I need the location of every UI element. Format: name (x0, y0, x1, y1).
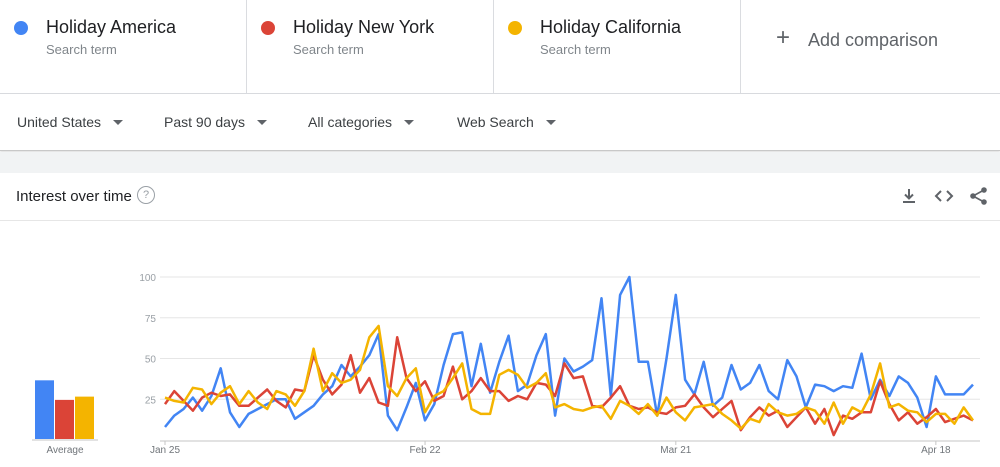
series-color-dot (14, 21, 28, 35)
caret-down-icon (256, 119, 267, 125)
caret-down-icon (545, 119, 556, 125)
category-select[interactable]: All categories (308, 114, 415, 130)
series-line-holiday-new-york (163, 336, 974, 437)
term-type: Search term (46, 42, 117, 57)
add-comparison-button[interactable]: + Add comparison (752, 0, 1000, 93)
category-select-value: All categories (308, 114, 393, 130)
average-bar-holiday-new-york (55, 399, 74, 439)
embed-icon[interactable] (933, 185, 955, 207)
average-bar-holiday-america (35, 380, 54, 439)
filters-bar: United States Past 90 days All categorie… (0, 94, 1000, 151)
y-tick-label: 100 (139, 273, 156, 284)
card-header: Interest over time ? (0, 173, 1000, 221)
interest-over-time-chart[interactable]: 25 50 75 100 Jan 25 Feb 22 Mar 21 Apr 18 Average (0, 220, 1000, 467)
y-tick-label: 25 (145, 395, 157, 406)
term-card-holiday-new-york[interactable]: Holiday New York Search term (247, 0, 494, 93)
series-line-holiday-america (164, 275, 974, 432)
series-line-holiday-california (164, 324, 975, 430)
term-card-holiday-california[interactable]: Holiday California Search term (494, 0, 741, 93)
x-tick-label: Mar 21 (660, 445, 692, 456)
card-title: Interest over time (16, 188, 132, 205)
download-icon[interactable] (898, 185, 920, 207)
term-name[interactable]: Holiday New York (293, 17, 435, 37)
caret-down-icon (113, 119, 124, 125)
time-range-select[interactable]: Past 90 days (164, 114, 267, 130)
y-tick-label: 75 (145, 314, 157, 325)
search-type-select-value: Web Search (457, 114, 534, 130)
plus-icon: + (776, 24, 791, 51)
average-bar-holiday-california (75, 396, 94, 439)
term-name[interactable]: Holiday America (46, 17, 177, 37)
add-comparison-label: Add comparison (808, 30, 939, 50)
time-range-select-value: Past 90 days (164, 114, 245, 130)
term-card-holiday-america[interactable]: Holiday America Search term (0, 0, 247, 93)
search-terms-bar: Holiday America Search term Holiday New … (0, 0, 1000, 94)
term-type: Search term (293, 42, 364, 57)
series-color-dot (508, 21, 522, 35)
caret-down-icon (404, 119, 415, 125)
y-tick-label: 50 (145, 355, 157, 366)
x-tick-label: Jan 25 (150, 445, 180, 456)
help-icon[interactable]: ? (137, 186, 155, 204)
interest-over-time-card: Interest over time ? (0, 173, 1000, 467)
average-label: Average (46, 445, 84, 456)
region-select-value: United States (17, 114, 102, 130)
series-color-dot (261, 21, 275, 35)
search-type-select[interactable]: Web Search (457, 114, 556, 130)
share-icon[interactable] (968, 185, 990, 207)
term-type: Search term (540, 42, 611, 57)
x-tick-label: Apr 18 (921, 445, 951, 456)
x-tick-label: Feb 22 (409, 445, 441, 456)
region-select[interactable]: United States (17, 114, 124, 130)
term-name[interactable]: Holiday California (540, 17, 682, 37)
section-gap (0, 152, 1000, 173)
